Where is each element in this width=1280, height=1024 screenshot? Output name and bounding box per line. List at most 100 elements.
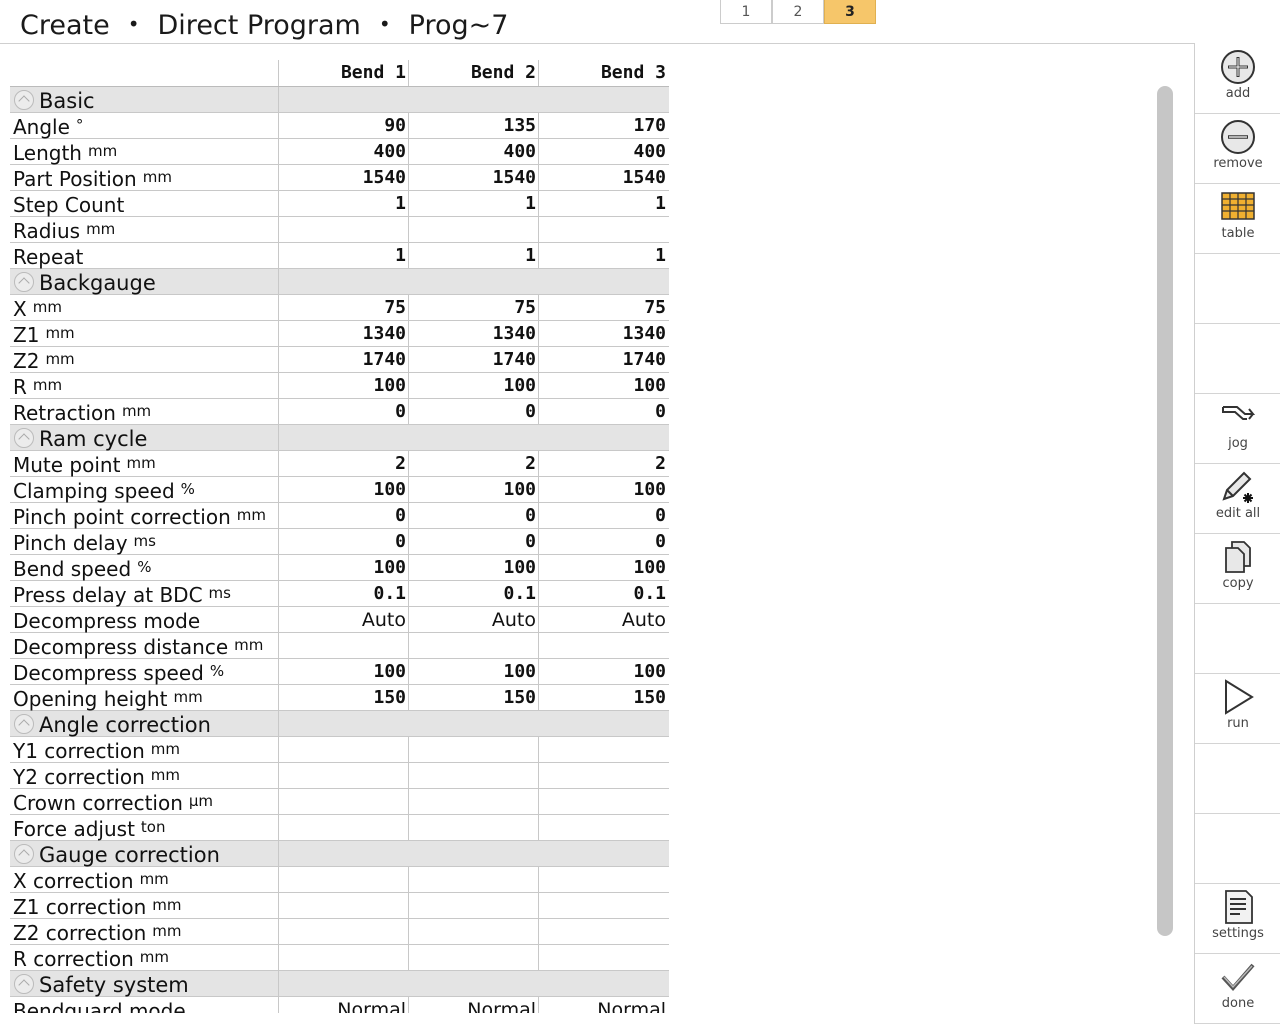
bend-3-value[interactable] (540, 919, 666, 944)
bend-3-value[interactable]: 0 (655, 505, 666, 526)
bend-1-value[interactable]: 100 (373, 557, 406, 578)
section-header[interactable]: Angle correction (10, 711, 669, 737)
bend-2-value[interactable]: 150 (503, 687, 536, 708)
bend-2-value[interactable] (410, 893, 536, 918)
bend-2-value[interactable] (410, 815, 536, 840)
collapse-chevron-icon[interactable] (14, 974, 34, 994)
bend-1-value[interactable]: 0 (395, 401, 406, 422)
bend-3-value[interactable] (540, 815, 666, 840)
edit-all-button[interactable]: edit all (1195, 464, 1280, 534)
bend-2-value[interactable]: Normal (467, 999, 536, 1013)
breadcrumb-create[interactable]: Create (20, 10, 110, 41)
bend-1-value[interactable]: 2 (395, 453, 406, 474)
bend-1-value[interactable] (280, 763, 406, 788)
bend-1-value[interactable]: Auto (361, 609, 406, 631)
bend-3-value[interactable]: 100 (633, 661, 666, 682)
bend-3-value[interactable]: 75 (644, 297, 666, 318)
bend-3-value[interactable]: 100 (633, 375, 666, 396)
bend-3-value[interactable]: 100 (633, 479, 666, 500)
bend-3-value[interactable]: 1740 (622, 349, 666, 370)
bend-3-value[interactable]: 1340 (622, 323, 666, 344)
bend-3-value[interactable]: 1 (655, 193, 666, 214)
bend-2-value[interactable]: 1740 (492, 349, 536, 370)
bend-1-value[interactable]: 100 (373, 479, 406, 500)
bend-1-value[interactable] (280, 893, 406, 918)
section-header[interactable]: Ram cycle (10, 425, 669, 451)
bend-1-value[interactable]: 1340 (362, 323, 406, 344)
collapse-chevron-icon[interactable] (14, 844, 34, 864)
bend-2-value[interactable] (410, 945, 536, 970)
bend-2-value[interactable]: 0 (525, 505, 536, 526)
bend-3-value[interactable] (540, 867, 666, 892)
bend-1-value[interactable]: 100 (373, 375, 406, 396)
bend-2-value[interactable]: 1540 (492, 167, 536, 188)
bend-3-value[interactable]: 2 (655, 453, 666, 474)
collapse-chevron-icon[interactable] (14, 90, 34, 110)
bend-2-value[interactable]: Auto (491, 609, 536, 631)
bend-2-value[interactable] (410, 919, 536, 944)
collapse-chevron-icon[interactable] (14, 272, 34, 292)
bend-2-value[interactable] (410, 217, 536, 242)
done-button[interactable]: done (1195, 954, 1280, 1024)
bend-3-value[interactable]: 100 (633, 557, 666, 578)
bend-3-value[interactable] (540, 893, 666, 918)
bend-2-value[interactable] (410, 789, 536, 814)
bend-1-value[interactable]: 1540 (362, 167, 406, 188)
bend-2-value[interactable]: 0 (525, 531, 536, 552)
bend-1-value[interactable]: 75 (384, 297, 406, 318)
bend-2-value[interactable] (410, 763, 536, 788)
bend-1-value[interactable] (280, 945, 406, 970)
bend-3-value[interactable] (540, 763, 666, 788)
bend-2-value[interactable]: 100 (503, 661, 536, 682)
page-tab-2[interactable]: 2 (772, 0, 824, 24)
bend-2-value[interactable]: 1 (525, 245, 536, 266)
bend-2-value[interactable] (410, 737, 536, 762)
column-header-bend-2[interactable]: Bend 2 (470, 62, 536, 83)
jog-button[interactable]: jog (1195, 394, 1280, 464)
remove-button[interactable]: remove (1195, 114, 1280, 184)
bend-1-value[interactable] (280, 867, 406, 892)
bend-1-value[interactable] (280, 789, 406, 814)
bend-1-value[interactable]: 400 (373, 141, 406, 162)
bend-2-value[interactable] (410, 633, 536, 658)
bend-2-value[interactable]: 1 (525, 193, 536, 214)
bend-2-value[interactable]: 135 (503, 115, 536, 136)
bend-3-value[interactable]: 400 (633, 141, 666, 162)
bend-1-value[interactable] (280, 633, 406, 658)
bend-2-value[interactable]: 0.1 (503, 583, 536, 604)
bend-3-value[interactable] (540, 945, 666, 970)
bend-2-value[interactable]: 75 (514, 297, 536, 318)
bend-3-value[interactable]: Auto (621, 609, 666, 631)
bend-3-value[interactable]: Normal (597, 999, 666, 1013)
bend-3-value[interactable] (540, 217, 666, 242)
bend-1-value[interactable]: 0 (395, 505, 406, 526)
bend-2-value[interactable]: 100 (503, 375, 536, 396)
bend-1-value[interactable] (280, 919, 406, 944)
bend-3-value[interactable] (540, 789, 666, 814)
bend-2-value[interactable] (410, 867, 536, 892)
collapse-chevron-icon[interactable] (14, 428, 34, 448)
table-button[interactable]: table (1195, 184, 1280, 254)
scrollbar[interactable] (1157, 86, 1173, 936)
bend-3-value[interactable]: 0 (655, 401, 666, 422)
bend-1-value[interactable] (280, 815, 406, 840)
collapse-chevron-icon[interactable] (14, 714, 34, 734)
section-header[interactable]: Backgauge (10, 269, 669, 295)
section-header[interactable]: Safety system (10, 971, 669, 997)
bend-1-value[interactable]: 1 (395, 245, 406, 266)
bend-1-value[interactable]: 150 (373, 687, 406, 708)
column-header-bend-1[interactable]: Bend 1 (340, 62, 406, 83)
run-button[interactable]: run (1195, 674, 1280, 744)
bend-1-value[interactable]: Normal (337, 999, 406, 1013)
bend-2-value[interactable]: 2 (525, 453, 536, 474)
page-tab-3[interactable]: 3 (824, 0, 876, 24)
page-tab-1[interactable]: 1 (720, 0, 772, 24)
breadcrumb-direct-program[interactable]: Direct Program (157, 10, 361, 41)
bend-2-value[interactable]: 100 (503, 557, 536, 578)
bend-3-value[interactable]: 1 (655, 245, 666, 266)
add-button[interactable]: add (1195, 44, 1280, 114)
column-header-bend-3[interactable]: Bend 3 (600, 62, 666, 83)
bend-3-value[interactable]: 0 (655, 531, 666, 552)
bend-1-value[interactable]: 0 (395, 531, 406, 552)
bend-2-value[interactable]: 1340 (492, 323, 536, 344)
